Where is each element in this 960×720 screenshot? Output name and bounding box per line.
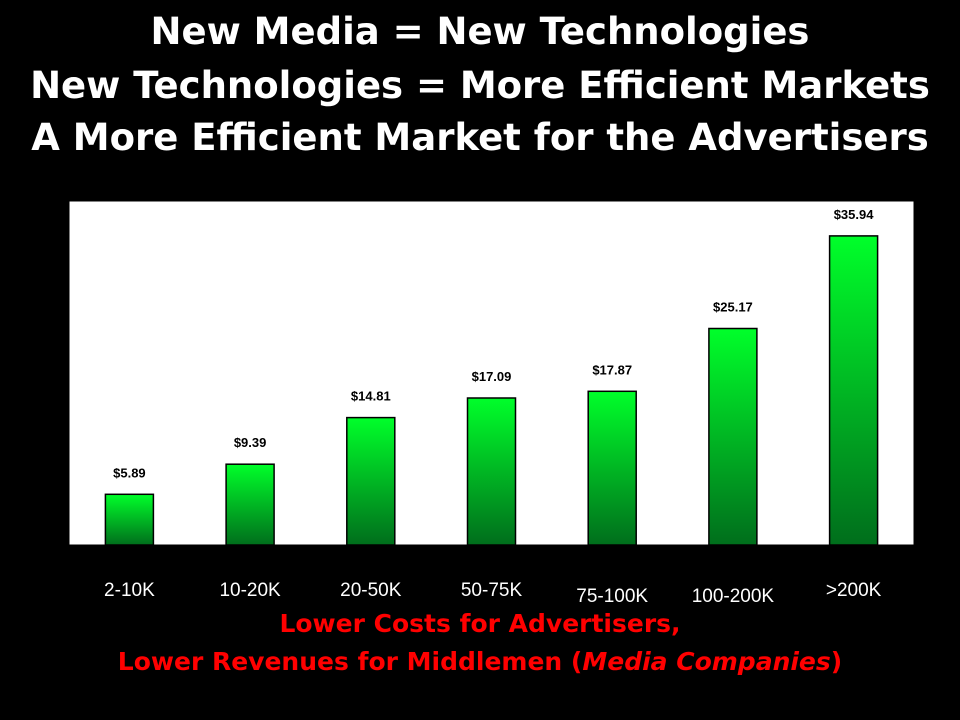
data-label: $17.87 <box>592 362 632 377</box>
bar-20-50K <box>346 416 396 546</box>
bar->200K <box>828 235 879 546</box>
footer-line-2-italic: Media Companies <box>582 647 831 676</box>
bar-10-20K <box>225 463 275 546</box>
category-label: >200K <box>826 580 882 601</box>
data-labels-group: $5.89 $9.39 $14.81 $17.09 $17.87 $25.17 $35.94 <box>113 207 874 480</box>
footer-line-2: Lower Revenues for Middlemen (Media Comp… <box>0 647 960 677</box>
footer-line-1: Lower Costs for Advertisers, <box>279 609 681 638</box>
bar-100-200K <box>708 327 758 546</box>
footer-line-2-suffix: ) <box>830 647 843 676</box>
data-label: $25.17 <box>713 300 753 315</box>
category-label: 50-75K <box>461 580 523 601</box>
bar-75-100K <box>587 390 637 546</box>
y-axis-ticks <box>65 200 69 546</box>
data-label: $35.94 <box>834 207 875 222</box>
title-line-1: New Media = New Technologies <box>150 10 810 53</box>
title-line-2: New Technologies = More Efficient Market… <box>30 64 930 107</box>
data-label: $14.81 <box>351 389 391 404</box>
title-line-3: A More Efficient Market for the Advertis… <box>31 116 929 159</box>
bar-2-10K <box>104 493 155 546</box>
category-label: 2-10K <box>104 580 155 601</box>
bars-group <box>104 235 879 546</box>
category-labels-group: 2-10K 10-20K 20-50K 50-75K 75-100K 100-200K >2… <box>104 580 882 607</box>
data-label: $5.89 <box>113 465 146 480</box>
footer-line-2-prefix: Lower Revenues for Middlemen ( <box>117 647 583 676</box>
category-label: 75-100K <box>576 586 648 607</box>
category-label: 20-50K <box>340 580 402 601</box>
data-label: $9.39 <box>234 435 267 450</box>
category-label: 100-200K <box>692 586 775 607</box>
category-label: 10-20K <box>219 580 281 601</box>
data-label: $17.09 <box>472 369 512 384</box>
bar-50-75K <box>466 397 517 546</box>
